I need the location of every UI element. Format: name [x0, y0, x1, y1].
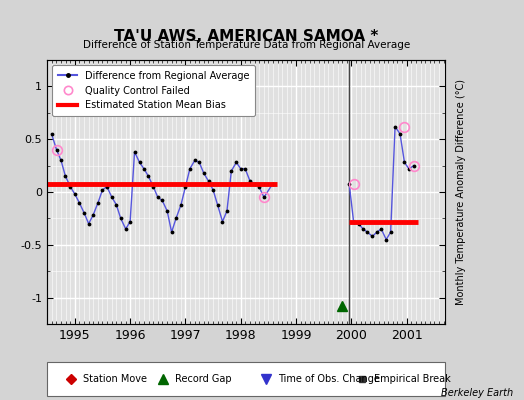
Text: Time of Obs. Change: Time of Obs. Change: [278, 374, 380, 384]
Text: Berkeley Earth: Berkeley Earth: [441, 388, 514, 398]
FancyBboxPatch shape: [47, 362, 445, 396]
Text: Station Move: Station Move: [83, 374, 147, 384]
Y-axis label: Monthly Temperature Anomaly Difference (°C): Monthly Temperature Anomaly Difference (…: [456, 79, 466, 305]
Text: Difference of Station Temperature Data from Regional Average: Difference of Station Temperature Data f…: [83, 40, 410, 50]
Legend: Difference from Regional Average, Quality Control Failed, Estimated Station Mean: Difference from Regional Average, Qualit…: [52, 65, 255, 116]
Title: TA'U AWS, AMERICAN SAMOA *: TA'U AWS, AMERICAN SAMOA *: [114, 28, 378, 44]
Text: Record Gap: Record Gap: [174, 374, 231, 384]
Text: Empirical Break: Empirical Break: [374, 374, 451, 384]
